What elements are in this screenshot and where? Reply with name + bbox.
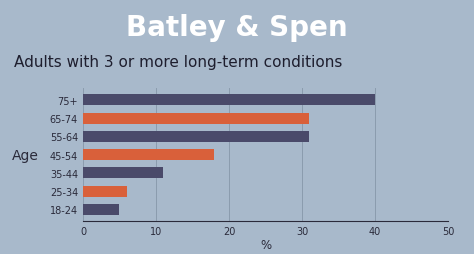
Text: Age: Age <box>12 148 39 162</box>
Bar <box>83 204 119 215</box>
Bar <box>83 131 309 142</box>
Text: Adults with 3 or more long-term conditions: Adults with 3 or more long-term conditio… <box>14 55 343 70</box>
Bar <box>83 113 309 124</box>
Bar <box>83 95 375 106</box>
Bar <box>83 168 163 179</box>
X-axis label: %: % <box>260 239 271 251</box>
Bar <box>83 150 214 160</box>
Bar <box>83 186 127 197</box>
Text: Batley & Spen: Batley & Spen <box>126 14 348 42</box>
